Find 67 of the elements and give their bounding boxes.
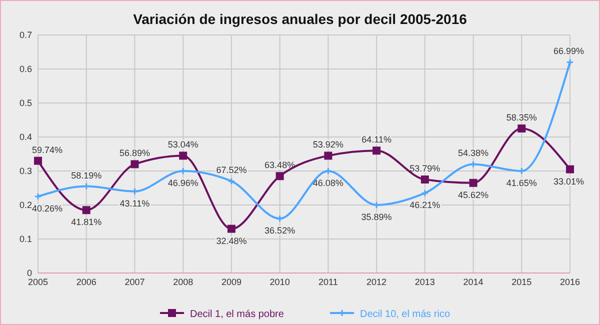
annotation: 36.52% — [264, 226, 296, 236]
x-tick-label: 2010 — [270, 277, 290, 287]
annotation: 46.08% — [312, 178, 344, 188]
x-tick-label: 2014 — [463, 277, 484, 287]
annotation: 40.26% — [32, 204, 63, 214]
point — [34, 156, 42, 165]
point — [179, 152, 188, 160]
annotation: 46.21% — [410, 200, 440, 210]
point — [324, 152, 332, 160]
annotation: 43.11% — [120, 198, 150, 208]
y-tick-label: 0.7 — [19, 30, 32, 40]
point — [469, 178, 478, 187]
annotation: 64.11% — [362, 134, 392, 145]
annotation: 46.96% — [168, 178, 198, 188]
y-tick-label: 0.1 — [19, 234, 32, 244]
point — [421, 189, 429, 197]
legend-label: Decil 10, el más rico — [360, 309, 450, 320]
x-tick-label: 2009 — [221, 277, 242, 287]
annotation: 53.04% — [168, 140, 198, 150]
legend-label: Decil 1, el más pobre — [190, 309, 284, 320]
annotation: 54.38% — [458, 148, 489, 158]
x-tick-label: 2016 — [560, 277, 580, 287]
x-tick-label: 2007 — [124, 277, 145, 287]
x-tick-label: 2006 — [76, 277, 96, 287]
annotation: 56.89% — [119, 148, 150, 158]
annotation: 53.79% — [410, 164, 440, 174]
chart-title: Variación de ingresos anuales por decil 2005-2016 — [133, 11, 468, 27]
point — [130, 160, 139, 168]
point — [518, 167, 526, 175]
annotation: 53.92% — [312, 140, 344, 150]
y-tick-label: 0.6 — [19, 64, 32, 74]
annotation: 32.48% — [216, 236, 247, 246]
annotation: 59.74% — [32, 144, 63, 155]
annotation: 58.19% — [71, 170, 102, 180]
x-tick-label: 2011 — [318, 277, 338, 287]
point — [227, 224, 236, 233]
annotation: 41.65% — [506, 178, 537, 188]
y-tick-label: 0.5 — [19, 98, 32, 108]
point — [566, 165, 574, 174]
annotation: 33.01% — [553, 176, 584, 186]
x-tick-label: 2012 — [366, 277, 387, 287]
annotation: 58.35% — [506, 112, 537, 122]
annotation: 45.62% — [458, 190, 489, 200]
point — [228, 177, 236, 185]
annotation: 67.52% — [216, 165, 247, 176]
annotation: 63.48% — [264, 160, 296, 170]
y-tick-label: 0.4 — [19, 132, 32, 142]
point — [518, 124, 526, 132]
point — [130, 188, 138, 196]
annotation: 35.89% — [361, 212, 392, 222]
point — [276, 214, 284, 222]
point — [324, 167, 332, 175]
point — [276, 172, 284, 180]
x-tick-label: 2015 — [512, 277, 532, 287]
y-tick-label: 0.2 — [19, 200, 32, 210]
x-tick-label: 2013 — [414, 277, 435, 287]
point — [179, 167, 187, 175]
point — [82, 206, 90, 214]
x-tick-label: 2005 — [28, 277, 48, 287]
point — [372, 201, 380, 209]
y-tick-label: 0 — [26, 268, 32, 278]
x-tick-label: 2008 — [173, 277, 194, 287]
annotation: 41.81% — [71, 217, 102, 228]
point — [372, 146, 381, 155]
annotation: 66.99% — [553, 46, 584, 56]
point — [420, 176, 429, 184]
y-tick-label: 0.3 — [19, 166, 32, 176]
